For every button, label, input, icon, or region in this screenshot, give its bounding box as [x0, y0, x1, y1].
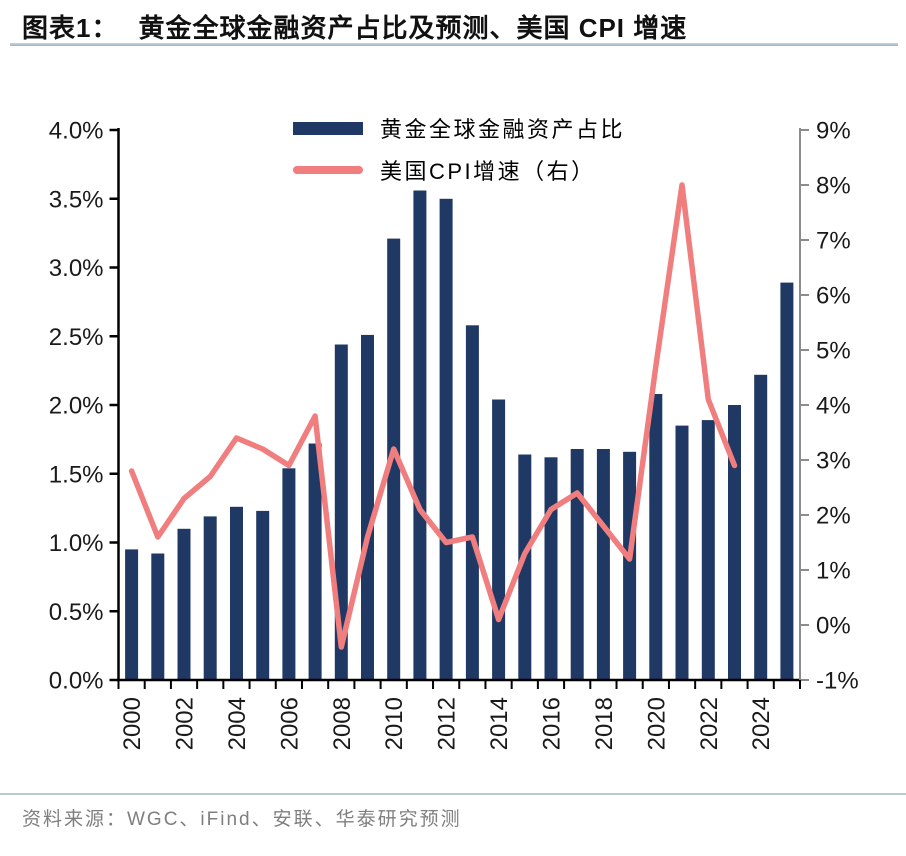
- bar-2016: [544, 457, 558, 681]
- bar-2003: [203, 516, 217, 680]
- x-axis-labels: 2000 2002 2004 2006 2008 2010 2012 2014 2016 2018…: [119, 697, 775, 750]
- svg-text:0.5%: 0.5%: [49, 599, 104, 626]
- bar-2020: [649, 394, 663, 680]
- bar-2001: [151, 553, 165, 680]
- left-axis-labels: 0.0% 0.5% 1.0% 1.5% 2.0% 2.5% 3.0% 3.5% 4.0%: [49, 118, 119, 695]
- svg-text:2006: 2006: [276, 697, 303, 750]
- legend-item-us-cpi: 美国CPI增速（右）: [293, 154, 625, 186]
- right-axis-labels: -1% 0% 1% 2% 3% 4% 5% 6% 7% 8% 9%: [800, 118, 859, 695]
- bar-2012: [439, 198, 453, 681]
- source-divider-rule: [0, 793, 906, 795]
- chart-legend: 黄金全球金融资产占比 美国CPI增速（右）: [293, 112, 625, 186]
- legend-label: 美国CPI增速（右）: [380, 159, 596, 184]
- svg-text:2024: 2024: [748, 697, 775, 750]
- bar-2005: [256, 510, 270, 680]
- svg-text:9%: 9%: [816, 118, 851, 145]
- line-series-us-cpi: [128, 182, 738, 650]
- bar-2000: [125, 549, 139, 680]
- svg-text:2020: 2020: [643, 697, 670, 750]
- svg-text:1.5%: 1.5%: [49, 461, 104, 488]
- bar-2019: [623, 451, 637, 681]
- bar-2009: [361, 334, 374, 680]
- chart-title: 图表1： 黄金全球金融资产占比及预测、美国 CPI 增速: [22, 8, 687, 45]
- svg-text:8%: 8%: [816, 173, 851, 200]
- svg-text:-1%: -1%: [816, 668, 859, 695]
- svg-text:6%: 6%: [816, 283, 851, 310]
- bar-2006: [282, 468, 296, 681]
- svg-text:2010: 2010: [381, 697, 408, 750]
- bar-2002: [177, 528, 191, 681]
- bar-2021: [675, 425, 689, 680]
- legend-label: 黄金全球金融资产占比: [380, 117, 626, 142]
- chart-title-text: 黄金全球金融资产占比及预测、美国 CPI 增速: [138, 13, 688, 43]
- source-note: 资料来源：WGC、iFind、安联、华泰研究预测: [22, 809, 462, 830]
- bar-2013: [465, 325, 479, 681]
- svg-text:2.0%: 2.0%: [49, 393, 104, 420]
- svg-text:2022: 2022: [696, 697, 723, 750]
- svg-text:3%: 3%: [816, 448, 851, 475]
- legend-item-gold-share: 黄金全球金融资产占比: [293, 112, 625, 144]
- svg-text:7%: 7%: [816, 228, 851, 255]
- bar-2007: [308, 443, 322, 680]
- svg-text:4%: 4%: [816, 393, 851, 420]
- svg-text:2%: 2%: [816, 503, 851, 530]
- svg-text:2018: 2018: [591, 697, 618, 750]
- svg-text:2012: 2012: [434, 697, 461, 750]
- svg-text:0%: 0%: [816, 613, 851, 640]
- svg-text:0.0%: 0.0%: [49, 668, 104, 695]
- x-axis-ticks: [117, 680, 801, 689]
- svg-text:1%: 1%: [816, 558, 851, 585]
- bar-2025: [780, 282, 794, 680]
- chart-title-prefix: 图表1：: [22, 13, 119, 43]
- svg-text:2016: 2016: [539, 697, 566, 750]
- line-series-swatch-icon: [293, 166, 363, 174]
- bar-2010: [387, 238, 401, 680]
- svg-text:3.5%: 3.5%: [49, 186, 104, 213]
- bar-2018: [596, 449, 610, 680]
- bar-2014: [492, 399, 506, 680]
- bar-series-swatch-icon: [293, 121, 363, 135]
- svg-text:2002: 2002: [172, 697, 199, 750]
- svg-text:2.5%: 2.5%: [49, 324, 104, 351]
- svg-text:3.0%: 3.0%: [49, 255, 104, 282]
- svg-text:2014: 2014: [486, 697, 513, 750]
- svg-text:2004: 2004: [224, 697, 251, 750]
- bar-2004: [230, 506, 243, 681]
- title-divider-rule: [10, 43, 898, 46]
- bar-2015: [518, 454, 532, 680]
- bar-2011: [413, 190, 427, 680]
- svg-text:5%: 5%: [816, 338, 851, 365]
- bar-series-gold-share: [125, 190, 794, 681]
- bar-2017: [570, 449, 584, 680]
- svg-text:1.0%: 1.0%: [49, 530, 104, 557]
- bar-2023: [728, 405, 741, 680]
- bar-2024: [754, 374, 768, 681]
- svg-text:4.0%: 4.0%: [49, 118, 104, 145]
- bar-2022: [701, 420, 715, 680]
- svg-text:2000: 2000: [119, 697, 146, 750]
- axes: [117, 128, 801, 682]
- cpi-line: [128, 182, 738, 650]
- svg-text:2008: 2008: [329, 697, 356, 750]
